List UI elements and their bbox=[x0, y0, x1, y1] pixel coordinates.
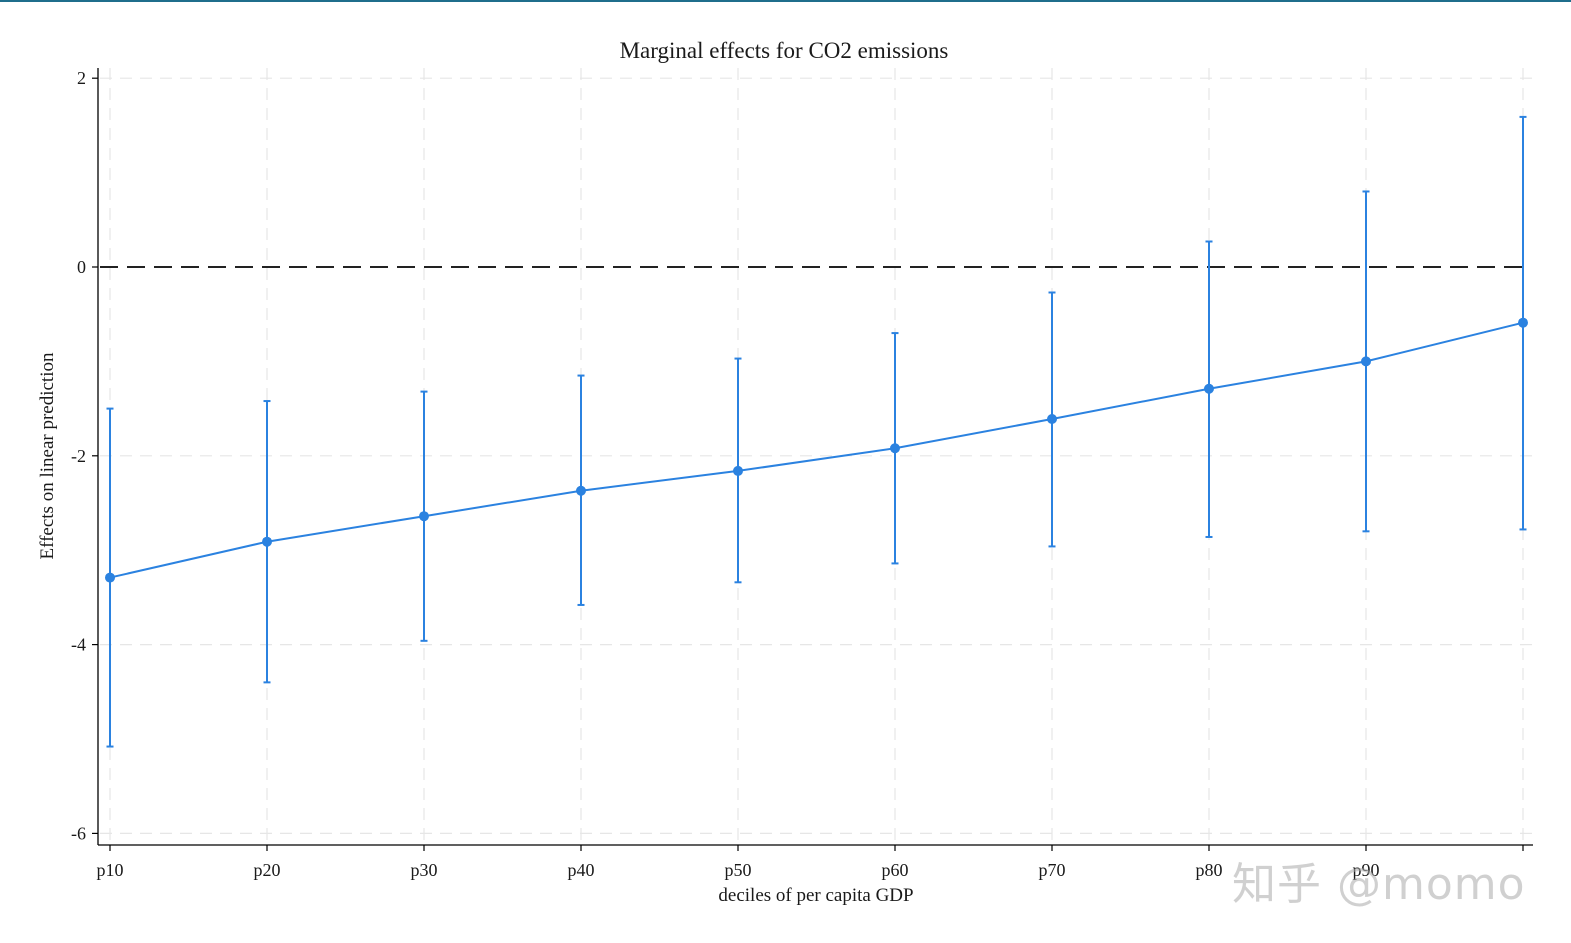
x-tick-label: p90 bbox=[1353, 860, 1380, 880]
data-point bbox=[105, 572, 115, 583]
y-tick-label: -6 bbox=[71, 823, 86, 843]
y-ticks: 2 0 -2 -4 -6 bbox=[71, 68, 98, 843]
y-tick-label: -2 bbox=[71, 446, 86, 466]
data-point bbox=[1361, 356, 1371, 367]
watermark: 知乎 @momo bbox=[1232, 859, 1526, 910]
data-point bbox=[1518, 317, 1528, 328]
x-tick-label: p60 bbox=[882, 860, 909, 880]
confidence-intervals bbox=[106, 115, 1527, 748]
axes bbox=[97, 68, 1533, 846]
x-tick-label: p10 bbox=[97, 860, 124, 880]
data-point bbox=[1047, 413, 1057, 424]
data-point bbox=[890, 443, 900, 454]
y-tick-label: 2 bbox=[77, 68, 86, 88]
data-point bbox=[576, 485, 586, 496]
x-tick-label: p20 bbox=[254, 860, 281, 880]
data-point bbox=[262, 536, 272, 547]
x-ticks: p10 p20 p30 p40 p50 p60 p70 p80 p90 bbox=[97, 845, 1524, 880]
data-point bbox=[733, 465, 743, 476]
x-tick-label: p70 bbox=[1039, 860, 1066, 880]
chart-title: Marginal effects for CO2 emissions bbox=[620, 38, 949, 63]
data-point bbox=[419, 511, 429, 522]
grid-lines bbox=[100, 68, 1533, 844]
series-line bbox=[109, 321, 1524, 579]
y-tick-label: 0 bbox=[77, 257, 86, 277]
x-tick-label: p40 bbox=[568, 860, 595, 880]
y-tick-label: -4 bbox=[71, 635, 86, 655]
data-point bbox=[1204, 383, 1214, 394]
x-axis-label: deciles of per capita GDP bbox=[718, 885, 913, 906]
series-layer bbox=[105, 317, 1528, 583]
x-tick-label: p30 bbox=[411, 860, 438, 880]
top-border bbox=[0, 0, 1571, 2]
y-axis-label: Effects on linear prediction bbox=[37, 352, 58, 559]
x-tick-label: p80 bbox=[1196, 860, 1223, 880]
x-tick-label: p50 bbox=[725, 860, 752, 880]
